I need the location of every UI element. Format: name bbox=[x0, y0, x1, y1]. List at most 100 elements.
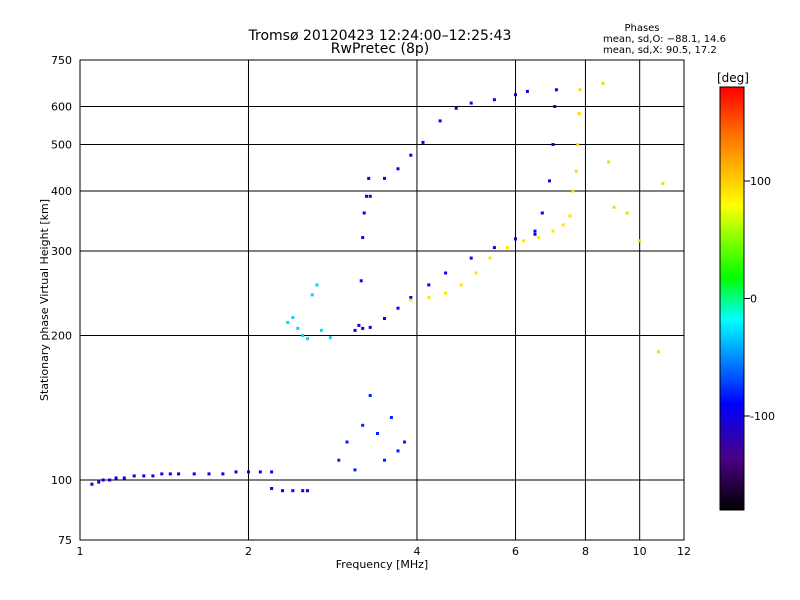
data-point bbox=[577, 112, 581, 116]
colorbar-label: [deg] bbox=[717, 71, 749, 85]
x-tick-label: 8 bbox=[582, 545, 589, 558]
data-point bbox=[533, 232, 537, 236]
data-point bbox=[409, 153, 413, 157]
chart-title: Tromsø 20120423 12:24:00–12:25:43 bbox=[248, 28, 512, 44]
data-point bbox=[361, 326, 365, 330]
data-point bbox=[427, 283, 431, 287]
data-point bbox=[574, 169, 578, 173]
x-axis-label: Frequency [MHz] bbox=[336, 558, 428, 571]
y-tick-label: 500 bbox=[51, 139, 72, 152]
y-tick-label: 750 bbox=[51, 54, 72, 67]
data-point bbox=[101, 478, 105, 482]
data-point bbox=[315, 283, 319, 287]
data-point bbox=[540, 211, 544, 215]
data-point bbox=[221, 472, 225, 476]
data-point bbox=[444, 271, 448, 275]
data-point bbox=[421, 140, 425, 144]
data-point bbox=[337, 458, 341, 462]
data-point bbox=[168, 472, 172, 476]
data-point bbox=[383, 458, 386, 462]
data-point bbox=[514, 237, 517, 241]
colorbar bbox=[719, 86, 745, 511]
data-point bbox=[368, 325, 372, 329]
data-point bbox=[548, 179, 551, 183]
y-tick-label: 400 bbox=[51, 185, 72, 198]
phases-o-stats: mean, sd,O: −88.1, 14.6 bbox=[603, 34, 726, 45]
data-point bbox=[376, 432, 379, 435]
data-point bbox=[578, 88, 582, 92]
data-point bbox=[612, 205, 616, 209]
gridlines bbox=[80, 60, 684, 540]
data-point bbox=[247, 470, 250, 474]
data-point bbox=[270, 470, 274, 474]
colorbar-ticks: -100 0 100 bbox=[744, 175, 775, 423]
data-point bbox=[361, 423, 365, 427]
data-point bbox=[97, 480, 101, 484]
data-point bbox=[537, 236, 541, 240]
data-point bbox=[553, 105, 557, 108]
data-point bbox=[459, 283, 463, 287]
data-point bbox=[427, 296, 431, 299]
data-point bbox=[409, 296, 413, 299]
data-point bbox=[310, 293, 314, 297]
data-point bbox=[319, 328, 323, 332]
data-point bbox=[576, 143, 580, 146]
data-point bbox=[601, 82, 605, 85]
x-axis: 1 2 4 6 8 10 12 bbox=[77, 545, 692, 558]
data-point bbox=[403, 440, 406, 444]
data-point bbox=[383, 317, 386, 320]
data-point bbox=[368, 394, 372, 397]
data-point bbox=[561, 223, 565, 227]
y-tick-label: 200 bbox=[51, 330, 72, 343]
data-point bbox=[389, 416, 393, 419]
data-point bbox=[607, 160, 611, 164]
data-point bbox=[554, 88, 558, 92]
data-point bbox=[656, 350, 660, 354]
data-point bbox=[396, 306, 400, 310]
data-point bbox=[492, 98, 496, 102]
data-point bbox=[306, 337, 309, 341]
data-point bbox=[353, 328, 357, 332]
x-tick-label: 2 bbox=[245, 545, 252, 558]
data-point bbox=[525, 89, 529, 93]
data-point bbox=[353, 468, 357, 472]
phases-x-stats: mean, sd,X: 90.5, 17.2 bbox=[603, 45, 717, 56]
data-point bbox=[488, 256, 492, 260]
data-point bbox=[514, 93, 517, 97]
x-tick-label: 10 bbox=[633, 545, 647, 558]
data-point bbox=[409, 298, 413, 302]
data-point bbox=[177, 472, 181, 476]
data-point bbox=[522, 239, 525, 243]
colorbar-tick-label: 0 bbox=[750, 293, 757, 306]
data-point bbox=[571, 189, 575, 193]
plot-area bbox=[79, 59, 685, 541]
data-point bbox=[306, 489, 309, 493]
data-point bbox=[258, 470, 262, 474]
data-point bbox=[270, 487, 274, 490]
data-point bbox=[357, 323, 361, 327]
x-tick-label: 12 bbox=[677, 545, 691, 558]
data-point bbox=[281, 489, 284, 493]
data-point bbox=[234, 470, 238, 474]
y-axis: 75 100 200 300 400 500 600 750 bbox=[51, 54, 72, 547]
data-point bbox=[396, 449, 400, 453]
data-point bbox=[396, 167, 400, 171]
data-point bbox=[469, 256, 473, 260]
data-point bbox=[301, 334, 305, 337]
data-point bbox=[438, 119, 442, 123]
data-point bbox=[361, 236, 365, 240]
x-tick-label: 6 bbox=[512, 545, 519, 558]
colorbar-tick-label: -100 bbox=[750, 410, 775, 423]
data-point bbox=[454, 106, 458, 110]
data-point bbox=[291, 316, 295, 320]
data-point bbox=[291, 489, 295, 493]
data-point bbox=[160, 472, 164, 476]
data-point bbox=[142, 474, 146, 478]
y-tick-label: 100 bbox=[51, 474, 72, 487]
data-point bbox=[286, 320, 290, 324]
data-points bbox=[90, 82, 665, 493]
data-point bbox=[192, 472, 196, 476]
data-point bbox=[365, 194, 368, 198]
y-tick-label: 300 bbox=[51, 245, 72, 258]
